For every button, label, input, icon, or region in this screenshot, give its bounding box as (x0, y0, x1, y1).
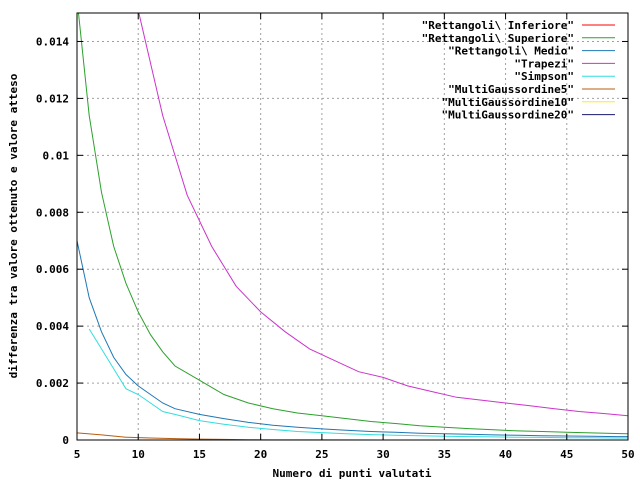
x-axis-ticks: 5 10 15 20 25 30 35 40 45 50 (74, 13, 635, 461)
plot-frame (76, 12, 629, 441)
y-axis-label: differenza tra valore ottenuto e valore … (7, 73, 20, 378)
x-tick-label: 50 (621, 448, 634, 461)
legend-label: "Simpson" (514, 70, 574, 83)
x-tick-label: 45 (560, 448, 573, 461)
series-lines (77, 13, 628, 440)
x-tick-label: 35 (438, 448, 451, 461)
legend-label: "Rettangoli\ Inferiore" (422, 19, 574, 32)
grid (77, 13, 628, 440)
legend: "Rettangoli\ Inferiore""Rettangoli\ Supe… (422, 19, 615, 122)
series-line-1 (77, 13, 628, 435)
y-tick-label: 0.012 (36, 92, 69, 105)
y-tick-label: 0.008 (36, 206, 69, 219)
y-tick-label: 0.004 (36, 320, 69, 333)
series-line-3 (138, 13, 628, 417)
x-tick-label: 20 (254, 448, 267, 461)
y-tick-label: 0.002 (36, 377, 69, 390)
x-tick-label: 15 (193, 448, 206, 461)
x-axis-label: Numero di punti valutati (273, 467, 432, 480)
y-tick-label: 0.014 (36, 35, 69, 48)
legend-label: "Trapezi" (514, 57, 574, 70)
series-line-2 (77, 240, 628, 438)
y-axis-ticks: 0 0.002 0.004 0.006 0.008 0.01 0.012 0.014 (36, 35, 628, 447)
series-line-4 (88, 328, 628, 439)
x-tick-label: 25 (315, 448, 328, 461)
x-tick-label: 40 (499, 448, 512, 461)
y-tick-label: 0.006 (36, 263, 69, 276)
legend-label: "MultiGaussordine10" (442, 96, 574, 109)
legend-label: "Rettangoli\ Medio" (448, 45, 574, 58)
x-tick-label: 10 (132, 448, 145, 461)
legend-label: "Rettangoli\ Superiore" (422, 32, 574, 45)
legend-label: "MultiGaussordine20" (442, 109, 574, 122)
legend-label: "MultiGaussordine5" (448, 83, 574, 96)
x-tick-label: 5 (74, 448, 81, 461)
y-tick-label: 0 (62, 434, 69, 447)
x-tick-label: 30 (376, 448, 389, 461)
y-tick-label: 0.01 (43, 149, 70, 162)
